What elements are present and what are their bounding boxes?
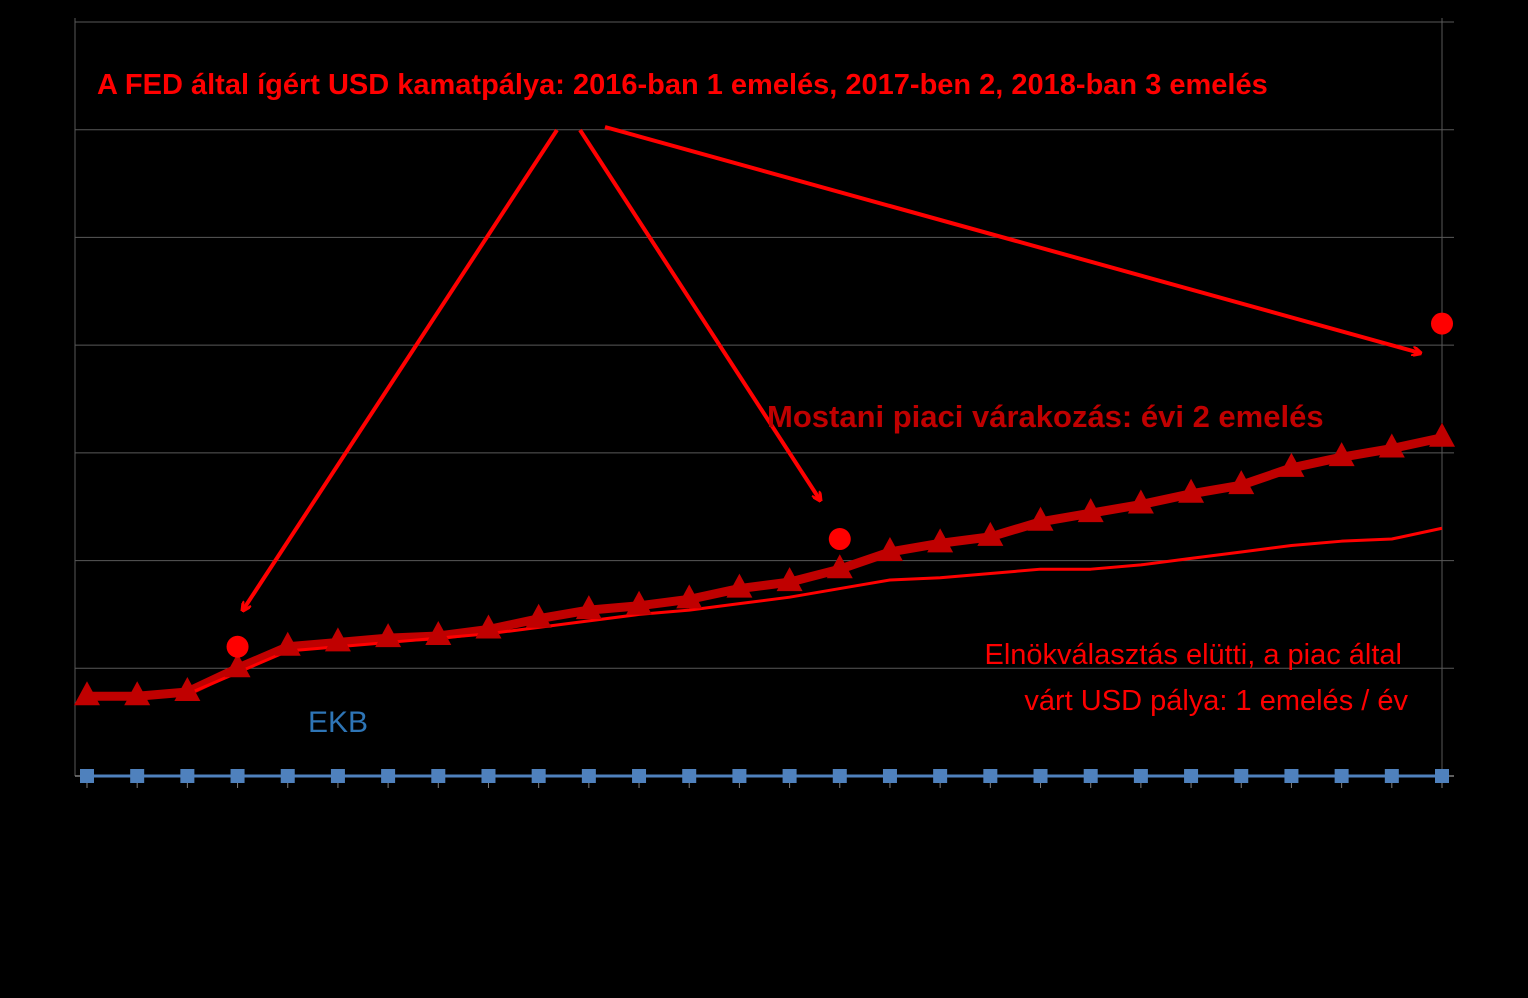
pre-election-annotation-line1: Elnökválasztás elütti, a piac által bbox=[985, 639, 1403, 671]
square-marker bbox=[130, 769, 145, 783]
square-marker bbox=[581, 769, 596, 783]
pre-election-annotation-line2: várt USD pálya: 1 emelés / év bbox=[1024, 685, 1408, 717]
square-marker bbox=[1133, 769, 1148, 783]
triangle-marker bbox=[676, 584, 703, 609]
triangle-marker bbox=[124, 681, 151, 706]
ekb-series-label: EKB bbox=[308, 706, 368, 739]
annotations: A FED által ígért USD kamatpálya: 2016-b… bbox=[97, 69, 1408, 739]
triangle-marker bbox=[1077, 498, 1104, 523]
market-expectation-annotation: Mostani piaci várakozás: évi 2 emelés bbox=[767, 399, 1324, 434]
triangle-marker bbox=[927, 528, 954, 553]
triangle-marker bbox=[224, 653, 251, 678]
square-marker bbox=[1284, 769, 1299, 783]
square-marker bbox=[1033, 769, 1048, 783]
square-marker bbox=[1334, 769, 1349, 783]
triangle-marker bbox=[1178, 478, 1205, 503]
square-marker bbox=[381, 769, 396, 783]
square-marker bbox=[230, 769, 245, 783]
triangle-marker bbox=[174, 676, 201, 701]
square-marker bbox=[882, 769, 897, 783]
square-marker bbox=[933, 769, 948, 783]
series-markers bbox=[74, 312, 1455, 783]
triangle-marker bbox=[375, 623, 402, 648]
square-marker bbox=[180, 769, 195, 783]
fed-dot-marker bbox=[1431, 312, 1453, 335]
triangle-marker bbox=[1429, 422, 1455, 447]
triangle-marker bbox=[575, 595, 602, 620]
triangle-marker bbox=[1278, 452, 1305, 477]
arrow-to-2018 bbox=[604, 125, 1420, 353]
line-series-fed-expectation bbox=[87, 433, 1443, 701]
square-marker bbox=[330, 769, 345, 783]
square-marker bbox=[632, 769, 647, 783]
triangle-marker bbox=[1328, 442, 1355, 467]
triangle-marker bbox=[1228, 470, 1255, 495]
arrow-to-2016 bbox=[243, 128, 559, 610]
square-marker bbox=[1083, 769, 1098, 783]
square-marker bbox=[431, 769, 446, 783]
square-marker bbox=[1184, 769, 1199, 783]
triangle-marker bbox=[1127, 489, 1154, 514]
fed-path-annotation: A FED által ígért USD kamatpálya: 2016-b… bbox=[97, 69, 1268, 101]
gridlines bbox=[75, 21, 1454, 669]
triangle-marker bbox=[475, 614, 502, 639]
triangle-marker bbox=[726, 573, 753, 598]
square-marker bbox=[682, 769, 697, 783]
triangle-marker bbox=[324, 627, 351, 652]
square-marker bbox=[280, 769, 295, 783]
square-marker bbox=[1234, 769, 1249, 783]
triangle-marker bbox=[826, 554, 853, 579]
square-marker bbox=[481, 769, 496, 783]
square-marker bbox=[782, 769, 797, 783]
triangle-marker bbox=[274, 631, 301, 656]
triangle-marker bbox=[776, 567, 803, 592]
triangle-marker bbox=[525, 603, 552, 628]
triangle-marker bbox=[1027, 506, 1054, 531]
fed-dot-marker bbox=[226, 635, 249, 658]
square-marker bbox=[1435, 769, 1449, 783]
triangle-marker bbox=[425, 620, 452, 645]
fed-dot-marker bbox=[828, 528, 851, 551]
triangle-marker bbox=[1378, 433, 1405, 458]
square-marker bbox=[732, 769, 747, 783]
arrow-to-2017 bbox=[578, 128, 820, 500]
triangle-marker bbox=[626, 590, 653, 615]
annotation-arrows bbox=[243, 125, 1420, 610]
triangle-marker bbox=[876, 536, 903, 561]
square-marker bbox=[1384, 769, 1399, 783]
square-marker bbox=[80, 769, 94, 783]
triangle-marker bbox=[977, 521, 1004, 546]
square-marker bbox=[983, 769, 998, 783]
square-marker bbox=[531, 769, 546, 783]
square-marker bbox=[832, 769, 847, 783]
triangle-marker bbox=[74, 681, 100, 706]
